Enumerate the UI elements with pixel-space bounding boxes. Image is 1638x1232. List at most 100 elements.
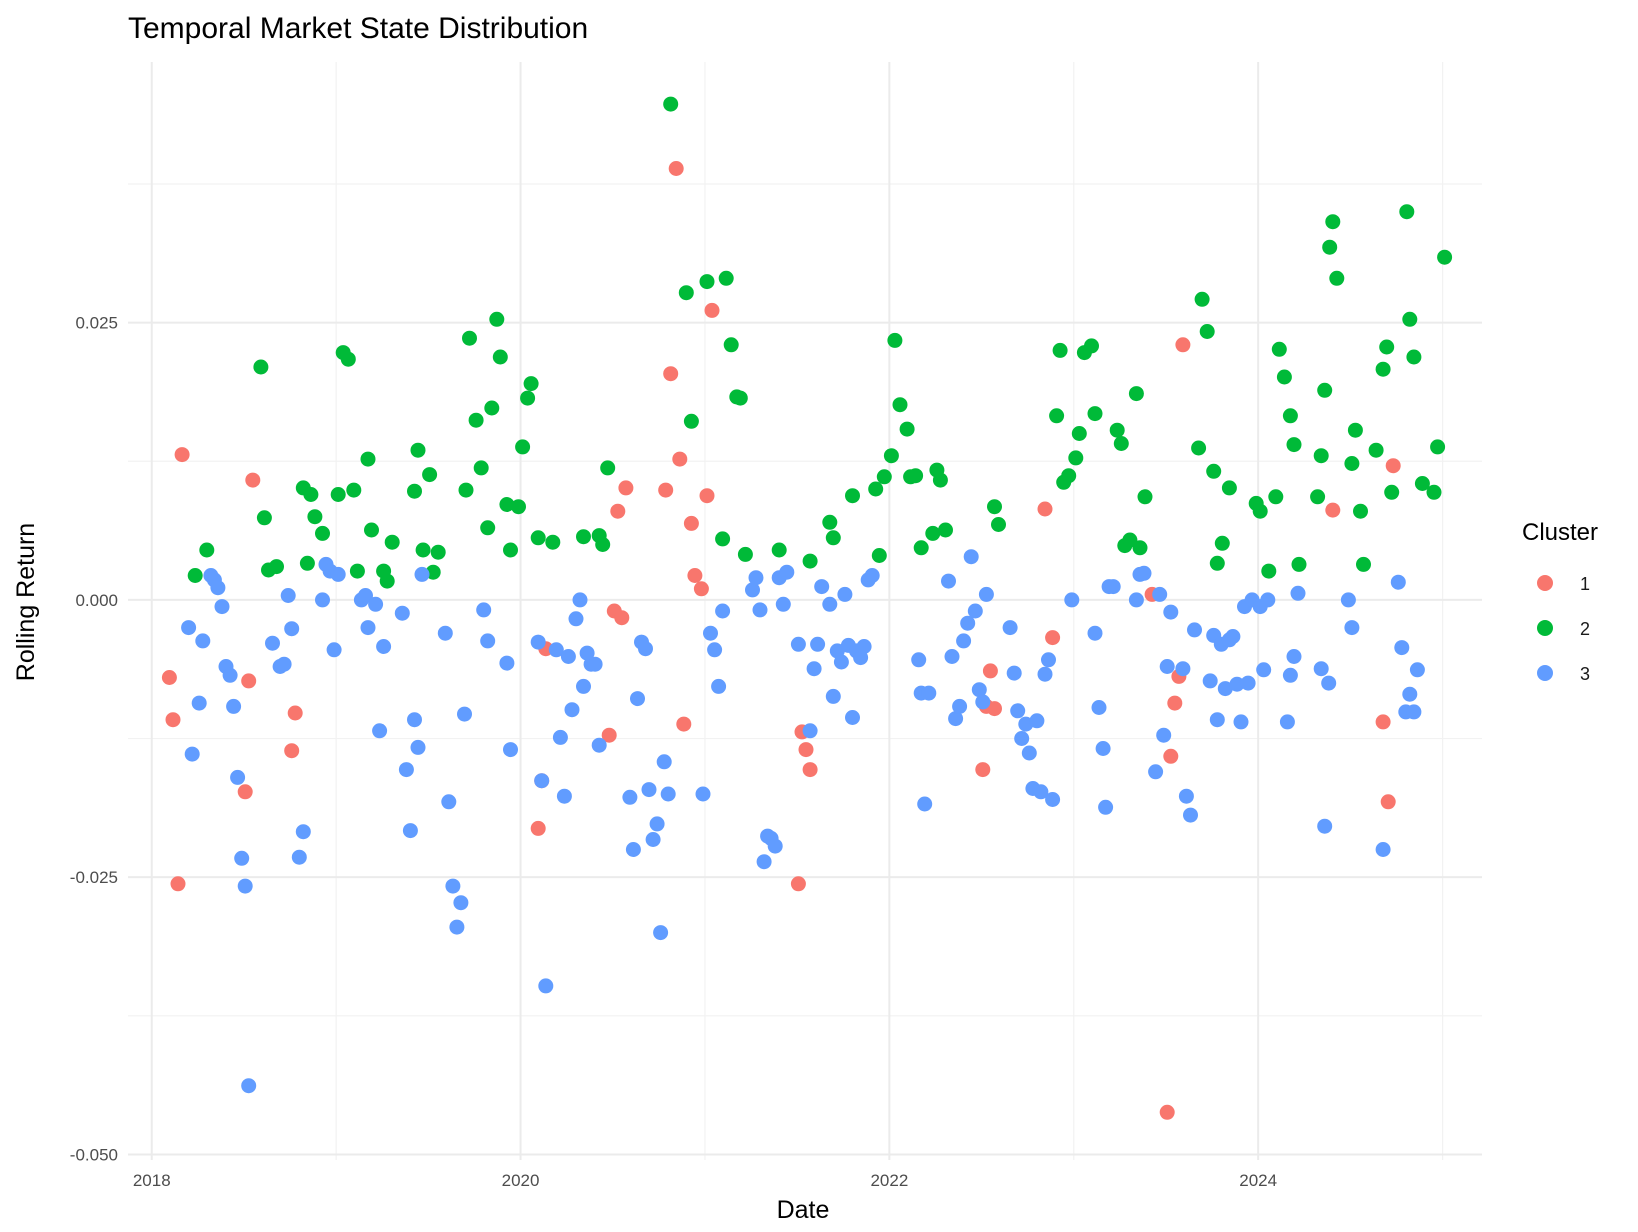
data-point-cluster-2 bbox=[523, 376, 539, 392]
x-tick-label: 2024 bbox=[1239, 1171, 1277, 1190]
data-point-cluster-3 bbox=[568, 611, 584, 627]
data-point-cluster-3 bbox=[480, 633, 496, 649]
data-point-cluster-3 bbox=[625, 842, 641, 857]
data-point-cluster-3 bbox=[790, 636, 806, 652]
data-point-cluster-3 bbox=[414, 566, 430, 582]
data-point-cluster-2 bbox=[315, 525, 330, 541]
data-point-cluster-2 bbox=[1356, 556, 1371, 572]
data-point-cluster-2 bbox=[1399, 204, 1415, 220]
data-point-cluster-2 bbox=[883, 448, 899, 464]
data-point-cluster-2 bbox=[678, 285, 694, 301]
data-point-cluster-3 bbox=[184, 746, 200, 762]
data-point-cluster-3 bbox=[917, 796, 933, 812]
data-point-cluster-3 bbox=[265, 635, 280, 651]
data-point-cluster-2 bbox=[1344, 456, 1360, 471]
data-point-cluster-2 bbox=[1414, 476, 1430, 491]
data-point-cluster-2 bbox=[1113, 436, 1129, 451]
data-point-cluster-1 bbox=[790, 876, 806, 892]
data-point-cluster-3 bbox=[1260, 592, 1276, 608]
data-point-cluster-3 bbox=[1317, 818, 1333, 834]
data-point-cluster-2 bbox=[415, 542, 431, 558]
data-point-cluster-3 bbox=[195, 633, 211, 649]
data-point-cluster-3 bbox=[837, 586, 853, 602]
data-point-cluster-3 bbox=[745, 582, 760, 598]
data-point-cluster-1 bbox=[668, 161, 684, 176]
data-point-cluster-2 bbox=[384, 534, 400, 550]
data-point-cluster-2 bbox=[699, 274, 715, 290]
data-point-cluster-2 bbox=[1252, 503, 1268, 519]
data-point-cluster-3 bbox=[1041, 652, 1056, 668]
data-point-cluster-2 bbox=[1271, 341, 1287, 357]
data-point-cluster-2 bbox=[892, 397, 908, 413]
data-point-cluster-2 bbox=[802, 553, 818, 569]
data-point-cluster-2 bbox=[307, 509, 323, 525]
data-point-cluster-3 bbox=[1021, 745, 1037, 761]
data-point-cluster-2 bbox=[303, 487, 319, 502]
data-point-cluster-2 bbox=[913, 540, 929, 556]
data-point-cluster-2 bbox=[530, 530, 546, 546]
data-point-cluster-2 bbox=[462, 330, 477, 346]
data-point-cluster-1 bbox=[1037, 501, 1053, 517]
data-point-cluster-3 bbox=[587, 656, 603, 672]
data-point-cluster-3 bbox=[330, 566, 346, 582]
data-point-cluster-2 bbox=[1128, 386, 1144, 402]
data-point-cluster-3 bbox=[975, 694, 991, 710]
data-point-cluster-2 bbox=[1368, 442, 1384, 458]
data-point-cluster-2 bbox=[1132, 540, 1148, 556]
data-point-cluster-3 bbox=[1091, 700, 1107, 715]
data-point-cluster-2 bbox=[379, 573, 395, 589]
legend-items: 1 2 3 bbox=[1537, 574, 1590, 684]
data-point-cluster-3 bbox=[398, 762, 414, 778]
data-point-cluster-3 bbox=[441, 794, 457, 810]
data-point-cluster-2 bbox=[1199, 324, 1215, 339]
data-point-cluster-3 bbox=[711, 678, 727, 694]
data-point-cluster-3 bbox=[476, 602, 492, 618]
data-point-cluster-3 bbox=[548, 642, 564, 658]
data-point-cluster-3 bbox=[315, 592, 330, 608]
data-point-cluster-1 bbox=[1159, 1104, 1175, 1120]
data-point-cluster-3 bbox=[649, 816, 665, 832]
data-point-cluster-3 bbox=[214, 599, 230, 615]
data-point-cluster-3 bbox=[1217, 681, 1233, 697]
data-point-cluster-3 bbox=[360, 620, 376, 636]
data-point-cluster-2 bbox=[887, 332, 903, 348]
data-point-cluster-2 bbox=[1430, 439, 1446, 455]
data-point-cluster-2 bbox=[360, 451, 376, 467]
data-point-cluster-2 bbox=[1329, 270, 1345, 286]
data-point-cluster-3 bbox=[967, 603, 983, 619]
y-tick-label: -0.025 bbox=[70, 868, 118, 887]
data-point-cluster-2 bbox=[1406, 349, 1422, 365]
legend-label-2: 2 bbox=[1580, 619, 1590, 639]
data-point-cluster-3 bbox=[748, 570, 764, 586]
legend-key-2 bbox=[1537, 620, 1553, 636]
data-point-cluster-3 bbox=[1209, 712, 1225, 728]
data-point-cluster-2 bbox=[1375, 361, 1391, 377]
data-point-cluster-2 bbox=[364, 522, 379, 538]
data-point-cluster-1 bbox=[676, 716, 692, 732]
data-point-cluster-3 bbox=[1152, 586, 1168, 602]
data-point-cluster-3 bbox=[1409, 662, 1425, 678]
data-point-cluster-3 bbox=[1233, 714, 1249, 730]
legend-label-3: 3 bbox=[1580, 664, 1590, 684]
data-point-cluster-1 bbox=[174, 447, 190, 463]
legend-key-3 bbox=[1537, 665, 1553, 681]
legend-key-1 bbox=[1537, 575, 1553, 591]
data-point-cluster-2 bbox=[520, 390, 536, 406]
data-point-cluster-3 bbox=[1148, 764, 1164, 780]
data-point-cluster-2 bbox=[595, 537, 611, 552]
data-point-cluster-2 bbox=[987, 499, 1002, 515]
data-point-cluster-2 bbox=[1206, 463, 1222, 479]
data-point-cluster-1 bbox=[1045, 630, 1061, 646]
data-point-cluster-3 bbox=[326, 642, 342, 658]
data-point-cluster-2 bbox=[1322, 239, 1338, 255]
data-point-cluster-3 bbox=[825, 688, 841, 704]
major-gridlines bbox=[128, 62, 1482, 1160]
data-point-cluster-3 bbox=[1394, 640, 1410, 656]
data-point-cluster-3 bbox=[1402, 686, 1418, 702]
data-point-cluster-2 bbox=[458, 482, 474, 498]
data-point-cluster-1 bbox=[1167, 695, 1183, 711]
data-point-cluster-2 bbox=[410, 442, 426, 458]
data-point-cluster-3 bbox=[280, 588, 296, 603]
data-point-cluster-3 bbox=[752, 602, 768, 618]
